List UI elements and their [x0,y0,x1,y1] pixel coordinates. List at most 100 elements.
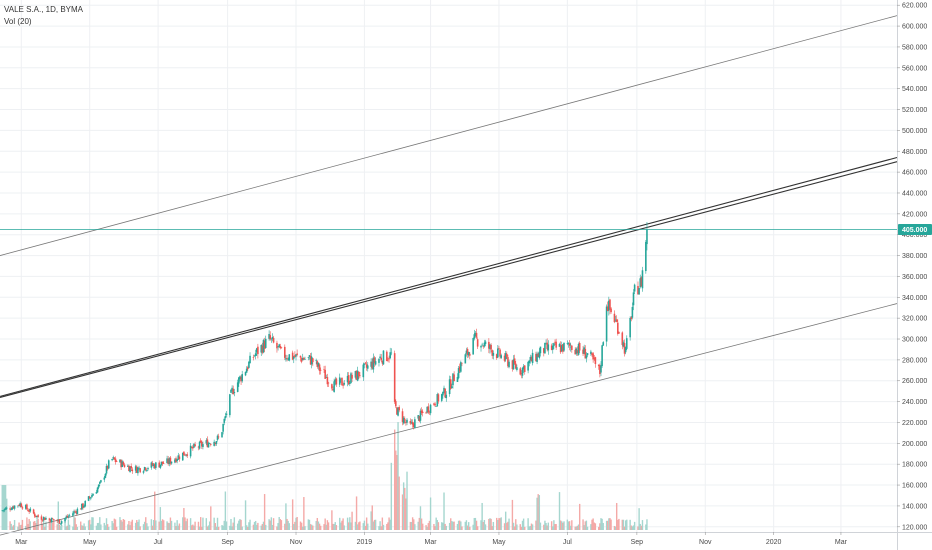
candle [553,342,555,350]
candle [457,365,460,380]
volume-bar [12,525,15,530]
volume-bar [197,521,200,530]
candle [543,347,545,357]
candle [213,439,215,447]
candle [363,363,366,369]
candle [214,442,217,446]
candle [523,364,526,375]
candle-body [558,344,561,347]
candle-body [520,373,523,375]
candle [576,346,579,356]
candle [537,352,539,358]
candle-body [292,356,295,359]
candle-body [554,341,556,343]
candle [536,351,538,365]
candle [233,388,236,397]
volume-bar [418,517,421,530]
candle-body [185,454,187,456]
candle [103,475,106,483]
volume-bar [191,525,193,530]
candle-body [335,378,338,385]
volume-bar [441,522,443,530]
candle-body [639,278,642,288]
candle [418,415,421,423]
candle-body [411,421,414,425]
trend-line-middle-channel-a [0,156,898,397]
volume-bar [152,519,155,530]
candle-body [5,507,8,509]
volume-bar [618,518,620,530]
candle-body [27,509,29,512]
candle-body [402,417,405,424]
candle-body [56,519,58,522]
candle-body [346,375,349,383]
candle [453,371,455,382]
volume-bar [562,522,564,530]
volume-bar [571,520,573,530]
candle [11,505,14,511]
candle [166,455,168,464]
volume-bar [308,519,311,530]
candle-body [597,364,600,367]
candle-body [91,495,93,498]
candle-body [270,338,273,340]
candle-body [512,359,515,370]
candle-body [522,366,525,370]
candle [201,440,203,450]
candle-body [523,365,526,373]
candle-body [19,503,21,507]
candle [184,453,186,456]
candle [506,351,508,360]
volume-bar [621,519,623,530]
candle-body [535,353,537,362]
candle-body [645,241,647,272]
candle-body [301,358,304,361]
candle-body [113,457,116,460]
candle-body [178,456,181,460]
volume-bar [315,521,317,530]
volume-bar [160,520,163,530]
volume-bar [466,525,469,530]
candle-body [519,368,522,375]
candle-body [213,441,215,446]
price-tick-label: 400.000 [902,232,927,239]
candle [444,388,446,399]
candle [606,301,609,312]
candle [91,492,93,498]
candle-body [405,421,407,424]
candle-body [420,410,423,414]
volume-bar [136,520,138,530]
candle [460,360,462,374]
volume-bar [631,526,634,530]
candle-body [175,458,177,463]
candle-body [261,345,264,353]
candle [514,361,517,370]
candle [347,372,350,386]
candle-body [393,353,396,402]
volume-bar [229,525,231,530]
price-tick-label: 360.000 [902,274,927,281]
candle-body [192,446,194,449]
candle-body [53,519,55,521]
volume-bar [429,497,432,530]
volume-bar [538,495,541,530]
candle-body [372,357,375,370]
candle [499,348,501,359]
candle [9,506,11,512]
candle [582,345,584,357]
volume-bar [388,517,390,530]
candle [630,316,633,322]
candle-body [245,368,248,373]
candle [629,316,631,341]
candle-body [497,348,499,358]
volume-bar [552,526,554,530]
candle [613,310,616,324]
volume-bar [207,525,210,530]
candle [111,458,113,462]
candle-body [277,346,279,347]
candle-body [387,359,389,361]
symbol-title: VALE S.A., 1D, BYMA [4,5,83,14]
candle [12,505,15,509]
candle [341,377,343,386]
